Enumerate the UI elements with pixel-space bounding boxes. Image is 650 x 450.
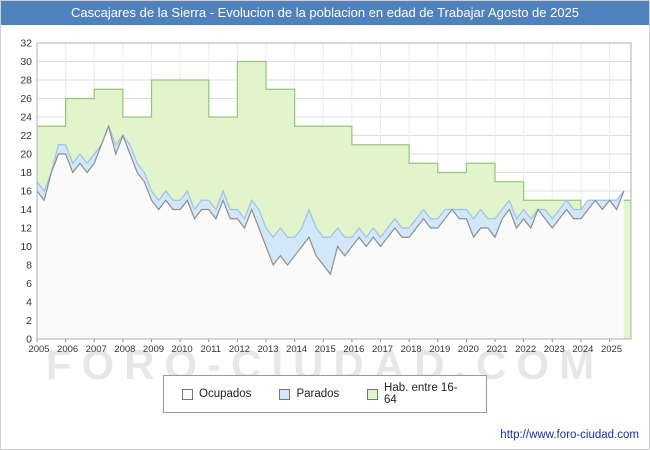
x-tick-label: 2025: [601, 344, 622, 355]
y-tick-label: 26: [20, 93, 32, 105]
legend: Ocupados Parados Hab. entre 16-64: [163, 375, 487, 413]
x-tick-label: 2023: [544, 344, 565, 355]
legend-item-ocupados[interactable]: Ocupados: [182, 388, 251, 400]
legend-label-parados: Parados: [296, 388, 340, 400]
plot-border: [36, 42, 632, 340]
x-tick-label: 2013: [257, 344, 278, 355]
x-tick-label: 2012: [229, 344, 250, 355]
y-tick-label: 4: [26, 297, 32, 309]
x-tick-label: 2018: [401, 344, 422, 355]
y-tick-label: 10: [20, 241, 32, 253]
y-tick-label: 2: [26, 315, 32, 327]
site-url-link[interactable]: http://www.foro-ciudad.com: [500, 429, 639, 441]
y-tick-label: 28: [20, 75, 32, 87]
ocupados-area: [37, 126, 624, 339]
x-tick-label: 2024: [572, 344, 593, 355]
x-tick-label: 2020: [458, 344, 479, 355]
x-tick-label: 2011: [201, 344, 221, 355]
y-tick-label: 14: [20, 204, 32, 216]
y-tick-label: 24: [20, 112, 32, 124]
y-tick-label: 20: [20, 149, 32, 161]
y-tick-label: 12: [20, 223, 32, 235]
legend-item-habitantes[interactable]: Hab. entre 16-64: [367, 382, 468, 406]
x-tick-label: 2017: [372, 344, 393, 355]
x-tick-label: 2016: [343, 344, 364, 355]
legend-label-ocupados: Ocupados: [199, 388, 252, 400]
x-tick-label: 2010: [172, 344, 193, 355]
chart-title: Cascajares de la Sierra - Evolucion de l…: [1, 1, 649, 25]
x-tick-label: 2007: [86, 344, 107, 355]
x-tick-label: 2006: [57, 344, 78, 355]
x-tick-label: 2014: [286, 344, 307, 355]
legend-label-habitantes: Hab. entre 16-64: [384, 382, 458, 406]
habitantes-line: [37, 60, 631, 211]
x-tick-label: 2015: [315, 344, 336, 355]
parados-swatch-icon: [279, 388, 291, 400]
y-tick-label: 6: [26, 278, 32, 290]
ocupados-swatch-icon: [182, 388, 193, 400]
ocupados-line: [36, 124, 625, 276]
y-tick-label: 0: [26, 334, 32, 346]
x-tick-label: 2009: [143, 344, 164, 355]
habitantes-swatch-icon: [367, 388, 379, 400]
y-tick-label: 16: [20, 186, 32, 198]
parados-line: [36, 124, 625, 239]
y-tick-label: 32: [20, 38, 32, 50]
y-tick-label: 22: [20, 130, 32, 142]
x-tick-label: 2019: [429, 344, 450, 355]
legend-item-parados[interactable]: Parados: [279, 388, 339, 400]
x-tick-label: 2022: [515, 344, 536, 355]
y-tick-label: 8: [26, 260, 32, 272]
x-tick-label: 2021: [486, 344, 507, 355]
y-tick-label: 30: [20, 56, 32, 68]
x-tick-label: 2008: [114, 344, 135, 355]
x-tick-label: 2005: [28, 344, 49, 355]
y-tick-label: 18: [20, 167, 32, 179]
